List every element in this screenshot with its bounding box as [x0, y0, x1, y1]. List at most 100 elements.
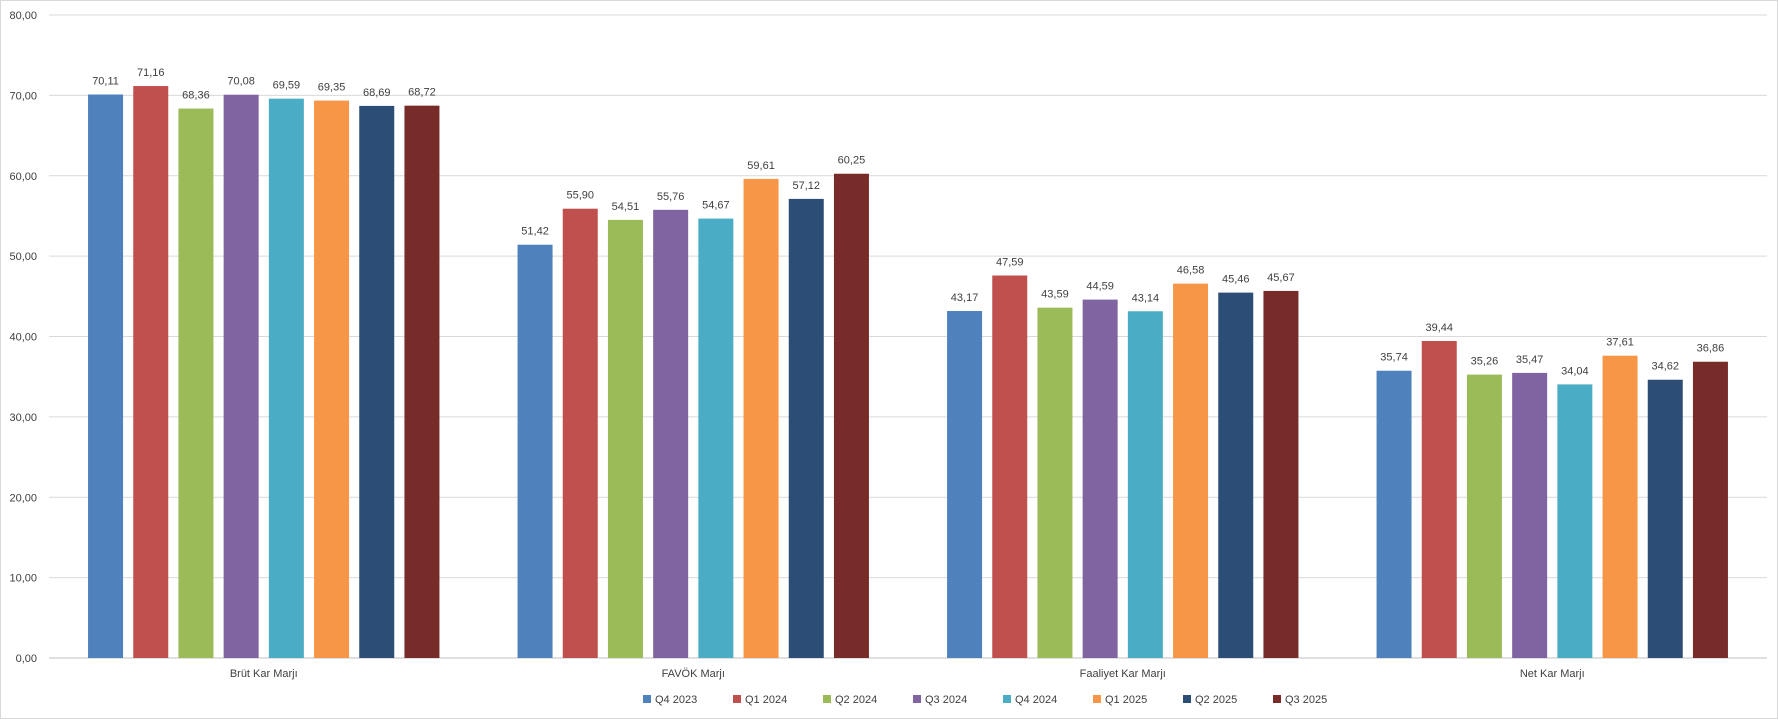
- data-label: 35,74: [1380, 352, 1408, 364]
- bar: [1263, 290, 1299, 658]
- bar: [88, 94, 124, 659]
- data-label: 39,44: [1425, 322, 1453, 334]
- data-label: 45,46: [1222, 274, 1250, 286]
- data-labels: 70,11 71,16 68,36 70,08 69,59 69,35 68,69 68,72…: [92, 67, 1724, 377]
- category-label: Faaliyet Kar Marjı: [1080, 668, 1166, 680]
- legend-swatch: [1273, 695, 1281, 703]
- data-label: 37,61: [1606, 337, 1634, 349]
- data-label: 57,12: [792, 180, 820, 192]
- data-label: 35,47: [1516, 354, 1544, 366]
- legend: Q4 2023 Q1 2024 Q2 2024 Q3 2024 Q4 2024 Q1 20…: [643, 694, 1327, 706]
- data-label: 55,76: [657, 191, 685, 203]
- bar: [947, 311, 983, 658]
- bar: [1037, 307, 1073, 658]
- data-label: 47,59: [996, 256, 1024, 268]
- bar: [268, 98, 304, 659]
- data-label: 60,25: [838, 155, 866, 167]
- legend-label: Q3 2025: [1285, 694, 1327, 706]
- legend-swatch: [1093, 695, 1101, 703]
- data-label: 68,36: [182, 90, 210, 102]
- legend-swatch: [823, 695, 831, 703]
- bar: [223, 94, 259, 659]
- legend-swatch: [733, 695, 741, 703]
- data-label: 43,17: [951, 292, 979, 304]
- y-tick-label: 60,00: [9, 171, 37, 183]
- category-label: Brüt Kar Marjı: [230, 668, 298, 680]
- bar: [992, 275, 1028, 658]
- bar: [562, 208, 598, 659]
- bar: [1557, 384, 1593, 658]
- bar: [743, 178, 779, 658]
- y-tick-label: 10,00: [9, 573, 37, 585]
- bar: [314, 100, 350, 659]
- legend-swatch: [643, 695, 651, 703]
- y-tick-label: 30,00: [9, 412, 37, 424]
- bar: [178, 108, 214, 658]
- data-label: 70,08: [227, 76, 255, 88]
- data-label: 34,04: [1561, 365, 1589, 377]
- data-label: 54,51: [612, 201, 640, 213]
- bar: [1692, 361, 1728, 658]
- data-label: 46,58: [1177, 265, 1205, 277]
- category-label: Net Kar Marjı: [1520, 668, 1585, 680]
- bar: [1602, 355, 1638, 658]
- bar: [788, 198, 824, 658]
- legend-label: Q3 2024: [925, 694, 967, 706]
- bar: [133, 86, 169, 658]
- data-label: 68,69: [363, 87, 391, 99]
- data-label: 70,11: [92, 75, 119, 87]
- bar: [1421, 341, 1457, 658]
- bar: [1512, 372, 1548, 658]
- legend-label: Q1 2024: [745, 694, 787, 706]
- data-label: 55,90: [566, 190, 594, 202]
- y-tick-label: 80,00: [9, 10, 37, 22]
- data-label: 59,61: [747, 160, 775, 172]
- bar: [1127, 311, 1163, 658]
- bar: [1082, 299, 1118, 658]
- data-label: 34,62: [1651, 361, 1679, 373]
- bar: [607, 219, 643, 659]
- y-tick-label: 50,00: [9, 251, 37, 263]
- bars: [88, 86, 1728, 659]
- data-label: 54,67: [702, 200, 730, 212]
- data-label: 51,42: [521, 226, 549, 238]
- data-label: 69,35: [318, 82, 346, 94]
- y-axis-tick-labels: 0,00 10,00 20,00 30,00 40,00 50,00 60,00 70,00 8…: [9, 10, 37, 665]
- y-tick-label: 40,00: [9, 332, 37, 344]
- data-label: 71,16: [137, 67, 165, 79]
- y-tick-label: 20,00: [9, 492, 37, 504]
- bar: [1173, 283, 1209, 658]
- bar: [404, 105, 440, 658]
- data-label: 43,59: [1041, 289, 1069, 301]
- legend-swatch: [913, 695, 921, 703]
- data-label: 43,14: [1132, 292, 1160, 304]
- legend-label: Q2 2025: [1195, 694, 1237, 706]
- bar: [1466, 374, 1502, 658]
- data-label: 36,86: [1697, 343, 1725, 355]
- legend-swatch: [1003, 695, 1011, 703]
- legend-label: Q4 2023: [655, 694, 697, 706]
- data-label: 44,59: [1086, 281, 1114, 293]
- category-label: FAVÖK Marjı: [662, 668, 725, 680]
- bar: [517, 244, 553, 659]
- legend-label: Q1 2025: [1105, 694, 1147, 706]
- y-tick-label: 70,00: [9, 90, 37, 102]
- bar: [653, 209, 689, 659]
- gridlines: [49, 14, 1767, 659]
- bar: [1218, 292, 1254, 658]
- legend-label: Q2 2024: [835, 694, 877, 706]
- data-label: 45,67: [1267, 272, 1295, 284]
- legend-swatch: [1183, 695, 1191, 703]
- bar: [1647, 379, 1683, 658]
- y-tick-label: 0,00: [16, 653, 37, 665]
- bar: [1376, 370, 1412, 658]
- legend-label: Q4 2024: [1015, 694, 1057, 706]
- bar: [359, 105, 395, 659]
- data-label: 68,72: [408, 87, 436, 99]
- data-label: 35,26: [1471, 356, 1499, 368]
- bar: [833, 173, 869, 658]
- bar: [698, 218, 734, 658]
- x-axis-category-labels: Brüt Kar Marjı FAVÖK Marjı Faaliyet Kar Ma…: [230, 668, 1585, 680]
